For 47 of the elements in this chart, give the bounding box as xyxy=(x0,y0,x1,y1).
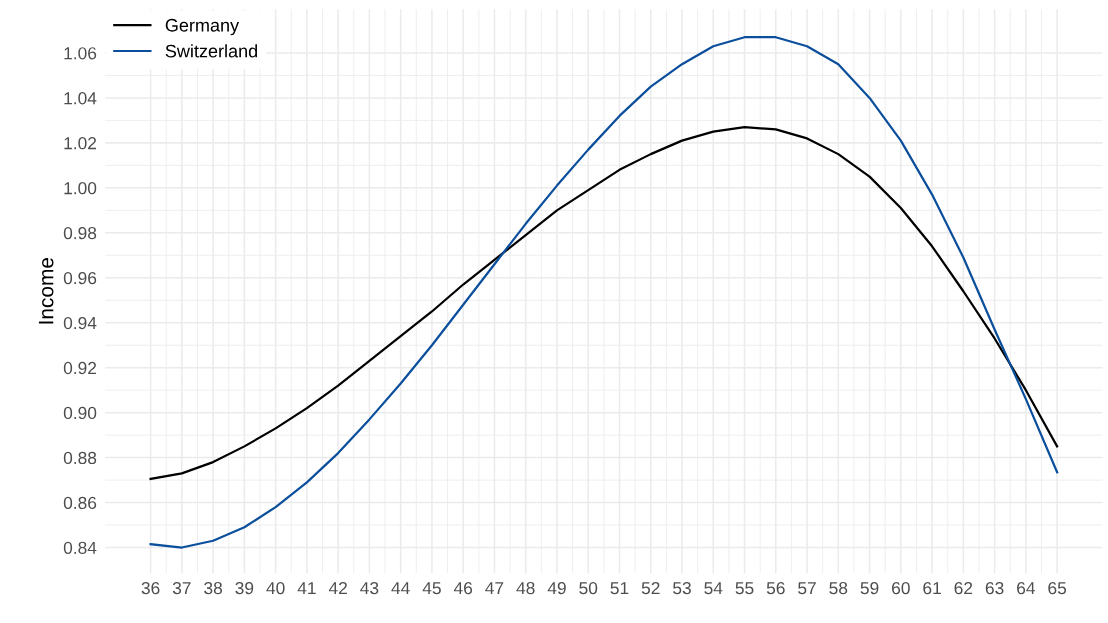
x-tick-label: 56 xyxy=(766,581,785,595)
x-tick-label: 46 xyxy=(453,581,473,595)
y-tick-label: 0.84 xyxy=(63,541,97,554)
x-tick-label: 58 xyxy=(829,581,848,595)
x-tick-label: 48 xyxy=(516,581,535,595)
y-tick-label: 1.00 xyxy=(64,182,97,195)
x-tick-label: 44 xyxy=(391,582,410,595)
x-tick-label: 50 xyxy=(579,581,598,595)
legend-label: Germany xyxy=(165,18,240,36)
x-tick-label: 64 xyxy=(1017,581,1036,595)
x-tick-label: 45 xyxy=(422,582,441,595)
y-axis-title: Income xyxy=(38,258,54,324)
x-tick-label: 59 xyxy=(860,581,879,595)
legend-label: Switzerland xyxy=(165,44,258,58)
x-tick-label: 65 xyxy=(1048,581,1067,595)
x-tick-label: 40 xyxy=(266,581,285,595)
y-tick-label: 0.90 xyxy=(63,406,97,420)
line-series xyxy=(149,36,1059,549)
x-tick-label: 61 xyxy=(923,581,941,595)
x-tick-label: 52 xyxy=(641,581,660,595)
y-tick-label: 1.02 xyxy=(64,137,97,150)
line-series xyxy=(149,126,1059,481)
x-tick-label: 49 xyxy=(547,581,566,595)
x-tick-label: 37 xyxy=(172,581,191,595)
x-tick-label: 57 xyxy=(798,582,816,595)
x-tick-label: 62 xyxy=(954,581,973,595)
x-tick-label: 63 xyxy=(985,581,1004,595)
y-tick-label: 1.04 xyxy=(64,92,97,105)
x-tick-label: 55 xyxy=(735,582,754,595)
x-tick-label: 41 xyxy=(297,582,316,595)
x-tick-label: 47 xyxy=(485,582,504,595)
y-tick-label: 0.86 xyxy=(63,496,97,510)
y-tick-label: 0.88 xyxy=(63,451,97,465)
x-tick-label: 36 xyxy=(141,581,160,595)
x-tick-label: 39 xyxy=(235,581,254,595)
x-tick-label: 60 xyxy=(892,581,910,595)
y-tick-label: 0.98 xyxy=(63,226,97,240)
x-tick-label: 38 xyxy=(204,581,223,595)
x-tick-label: 53 xyxy=(673,581,691,595)
y-tick-label: 1.06 xyxy=(64,47,97,60)
x-tick-label: 43 xyxy=(360,581,379,595)
y-tick-label: 0.92 xyxy=(63,361,97,375)
x-tick-label: 42 xyxy=(328,581,347,595)
x-tick-label: 51 xyxy=(610,582,629,595)
x-tick-label: 54 xyxy=(704,582,723,595)
y-tick-label: 0.94 xyxy=(63,316,97,330)
y-tick-label: 0.96 xyxy=(63,271,97,285)
